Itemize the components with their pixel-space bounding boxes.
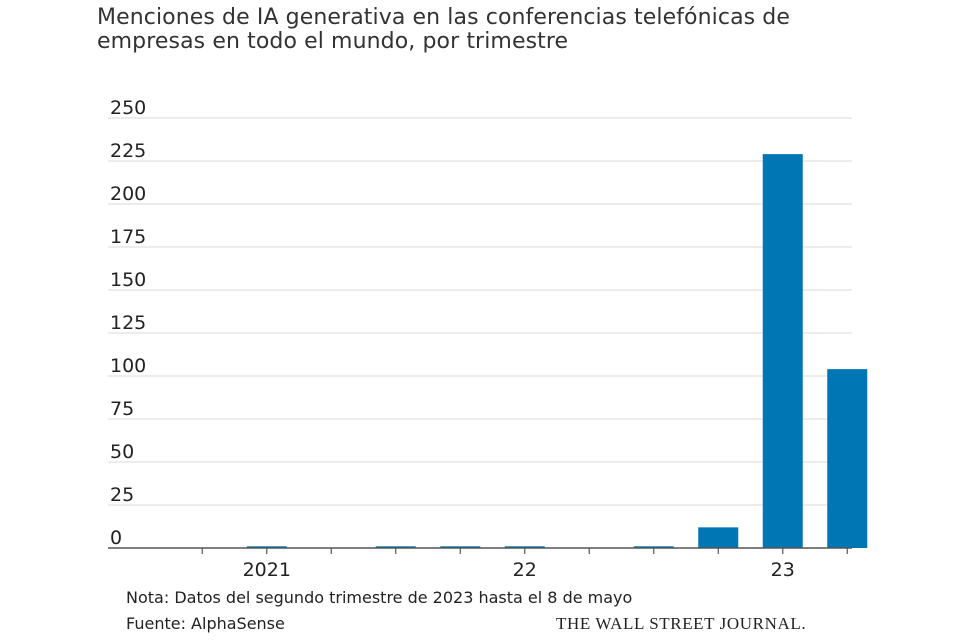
y-tick-label: 125 <box>110 312 146 334</box>
bar <box>504 546 545 548</box>
y-tick-label: 150 <box>110 269 146 291</box>
bar <box>375 546 416 548</box>
publisher-logo: THE WALL STREET JOURNAL. <box>556 614 807 633</box>
bar <box>698 527 739 548</box>
x-axis: 2021 22 23 <box>108 547 852 581</box>
y-axis-ticks: 0 25 50 75 100 125 150 175 200 225 250 <box>110 97 146 549</box>
y-tick-label: 250 <box>110 97 146 119</box>
x-tick-label: 23 <box>771 559 795 581</box>
bar <box>633 546 674 548</box>
y-tick-label: 175 <box>110 226 146 248</box>
chart-title: Menciones de IA generativa en las confer… <box>97 5 791 54</box>
y-tick-label: 25 <box>110 484 134 506</box>
bar <box>827 369 868 548</box>
bar <box>440 546 481 548</box>
y-tick-label: 75 <box>110 398 134 420</box>
x-tick-label: 22 <box>513 559 537 581</box>
y-tick-label: 50 <box>110 441 134 463</box>
chart-source: Fuente: AlphaSense <box>126 614 285 633</box>
chart-note: Nota: Datos del segundo trimestre de 202… <box>126 588 633 607</box>
y-tick-label: 225 <box>110 140 146 162</box>
bar <box>246 546 287 548</box>
y-tick-label: 200 <box>110 183 146 205</box>
bar <box>762 154 803 548</box>
x-tick-label: 2021 <box>243 559 291 581</box>
y-tick-label: 100 <box>110 355 146 377</box>
gridlines <box>108 117 852 506</box>
bars <box>246 154 868 548</box>
y-tick-label: 0 <box>110 527 122 549</box>
